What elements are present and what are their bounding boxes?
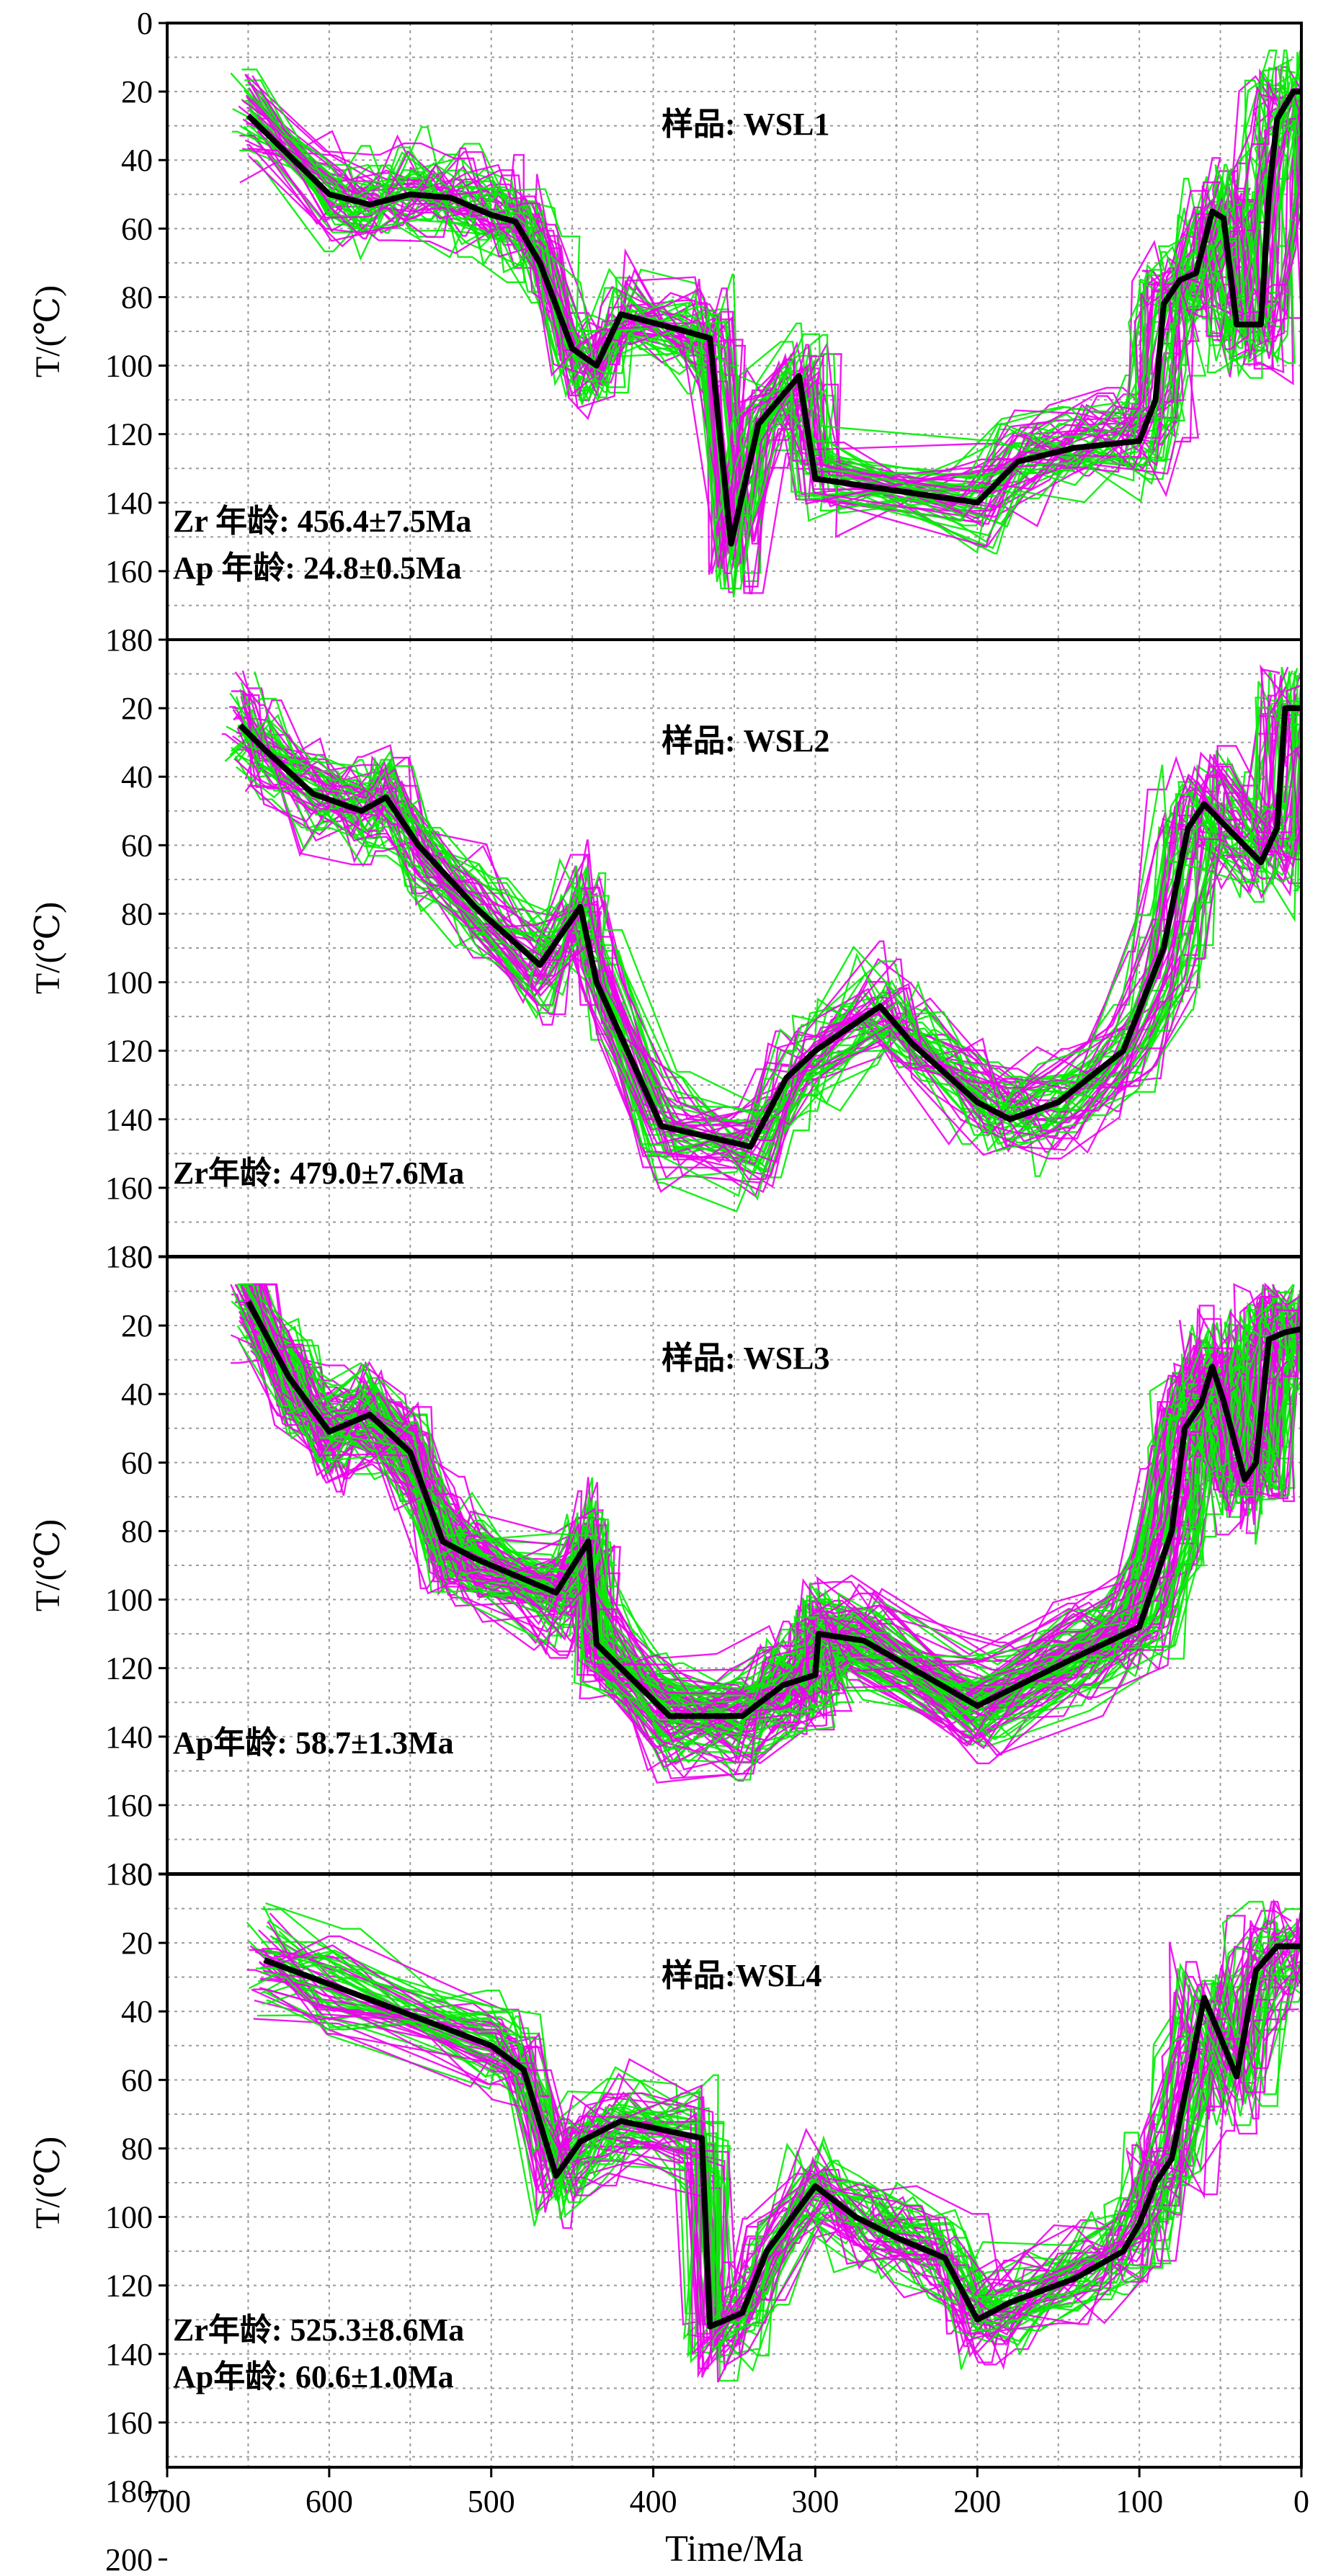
sample-label: 样品: WSL2	[662, 723, 829, 759]
y-tick-label: 100	[105, 2200, 153, 2235]
y-tick-label: 200	[105, 2542, 153, 2576]
y-tick-label: 180	[105, 1239, 153, 1274]
y-tick-label: 160	[105, 554, 153, 589]
x-tick-label: 100	[1115, 2484, 1163, 2519]
y-tick-label: 0	[137, 1240, 153, 1275]
y-tick-label: 0	[137, 622, 153, 658]
y-tick-label: 180	[105, 622, 153, 658]
y-tick-label: 160	[105, 1171, 153, 1206]
y-tick-label: 100	[105, 1583, 153, 1618]
y-tick-label: 140	[105, 486, 153, 521]
y-tick-label: 160	[105, 1788, 153, 1823]
y-tick-label: 140	[105, 2337, 153, 2372]
y-tick-label: 80	[121, 279, 153, 315]
best-fit-line	[246, 89, 1301, 547]
envelope-path	[244, 703, 1297, 1157]
plot-frame	[166, 1873, 1303, 2469]
sample-label: 样品: WSL3	[662, 1341, 829, 1376]
envelope-path	[246, 85, 1274, 568]
envelope-path	[242, 702, 1291, 1136]
y-tick-label: 100	[105, 349, 153, 384]
x-tick-label: 200	[953, 2484, 1001, 2519]
envelope-path	[238, 1316, 1298, 1736]
age-label: Zr 年龄: 456.4±7.5Ma	[173, 504, 471, 539]
panel-2: 0 20 40 60 80 100 120 140 160 180 T/(℃) 样品: WSL2 Zr年…	[29, 622, 1303, 1274]
best-fit-line	[238, 705, 1301, 1150]
age-label: Zr年龄: 525.3±8.6Ma	[173, 2312, 464, 2348]
x-axis: 700 600 500 400 300 200 100 0	[143, 2467, 1309, 2519]
age-label: Ap年龄: 58.7±1.3Ma	[173, 1725, 454, 1761]
envelope-path	[267, 1966, 1301, 2309]
y-axis-title: T/(℃)	[29, 1519, 67, 1611]
y-axis-title: T/(℃)	[29, 902, 67, 994]
envelope-path	[253, 1915, 1278, 2370]
y-tick-label: 60	[121, 2062, 153, 2098]
y-tick-label: 100	[105, 965, 153, 1001]
y-tick-label: 20	[121, 74, 153, 109]
y-tick-label: 140	[105, 1102, 153, 1137]
x-tick-label: 0	[1293, 2484, 1309, 2519]
panel-4: 0 20 40 60 80 100 120 140 160 180 200 T/(℃) 样品:WSL4 Z…	[29, 1857, 1303, 2576]
sample-label: 样品: WSL1	[662, 107, 829, 142]
x-tick-label: 300	[791, 2484, 839, 2519]
x-tick-label: 600	[306, 2484, 353, 2519]
y-tick-label: 80	[121, 896, 153, 931]
y-tick-label: 20	[121, 1926, 153, 1961]
y-tick-label: 140	[105, 1719, 153, 1755]
y-tick-label: 80	[121, 1513, 153, 1549]
y-tick-label: 60	[121, 828, 153, 863]
envelope-paths	[230, 1282, 1301, 1784]
envelope-path	[267, 1919, 1280, 2363]
envelope-path	[234, 671, 1301, 1180]
y-tick-label: 0	[137, 1857, 153, 1892]
envelope-path	[250, 58, 1289, 598]
y-tick-label: 20	[121, 1308, 153, 1343]
y-tick-label: 60	[121, 211, 153, 246]
y-tick-label: 120	[105, 2268, 153, 2304]
envelope-path	[240, 63, 1301, 537]
panel-3: 0 20 40 60 80 100 120 140 160 180 T/(℃) 样品: WSL3 Ap年…	[29, 1240, 1303, 1892]
best-fit-line	[245, 1300, 1301, 1719]
y-tick-label: 120	[105, 1034, 153, 1069]
x-tick-label: 700	[143, 2484, 191, 2519]
y-tick-label: 120	[105, 417, 153, 452]
envelope-path	[254, 1284, 1298, 1750]
envelope-path	[262, 1908, 1301, 2348]
best-fit-line	[263, 1943, 1301, 2330]
x-tick-label: 500	[468, 2484, 515, 2519]
age-label: Ap年龄: 60.6±1.0Ma	[173, 2359, 454, 2394]
y-tick-label: 180	[105, 2474, 153, 2509]
envelope-paths	[246, 1898, 1301, 2383]
age-label: Zr年龄: 479.0±7.6Ma	[173, 1155, 464, 1191]
envelope-path	[252, 1291, 1301, 1763]
y-tick-label: 20	[121, 691, 153, 726]
y-tick-label: 0	[137, 6, 153, 41]
envelope-path	[234, 697, 1301, 1202]
y-tick-label: 40	[121, 1994, 153, 2029]
x-tick-label: 400	[630, 2484, 677, 2519]
y-tick-label: 60	[121, 1445, 153, 1480]
envelope-path	[229, 697, 1287, 1181]
x-axis-title: Time/Ma	[665, 2528, 803, 2570]
envelope-path	[231, 719, 1301, 1153]
y-tick-label: 80	[121, 2131, 153, 2166]
y-axis-title: T/(℃)	[29, 2137, 67, 2229]
envelope-path	[241, 68, 1285, 589]
y-axis-title: T/(℃)	[29, 285, 67, 377]
envelope-path	[268, 1900, 1299, 2379]
y-tick-label: 40	[121, 1377, 153, 1412]
panel-1: 0 20 40 60 80 100 120 140 160 180 T/(℃) 样品: WSL1 Zr …	[29, 6, 1303, 658]
envelope-path	[249, 1941, 1281, 2341]
envelope-path	[224, 706, 1270, 1197]
age-label: Ap 年龄: 24.8±0.5Ma	[173, 550, 462, 586]
y-tick-label: 120	[105, 1651, 153, 1686]
y-tick-label: 180	[105, 1856, 153, 1892]
sample-label: 样品:WSL4	[662, 1958, 821, 1993]
y-tick-label: 40	[121, 759, 153, 795]
y-tick-label: 160	[105, 2405, 153, 2441]
y-tick-label: 40	[121, 143, 153, 178]
